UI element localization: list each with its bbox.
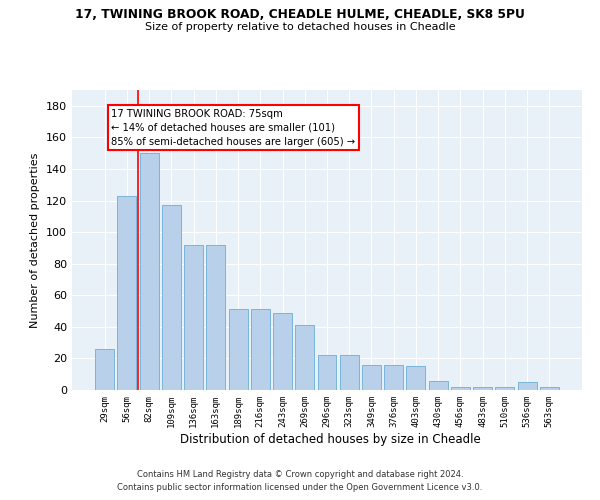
Bar <box>140 153 158 390</box>
Bar <box>229 310 248 390</box>
Text: Contains HM Land Registry data © Crown copyright and database right 2024.: Contains HM Land Registry data © Crown c… <box>137 470 463 479</box>
Text: Contains public sector information licensed under the Open Government Licence v3: Contains public sector information licen… <box>118 482 482 492</box>
Bar <box>317 356 337 390</box>
Bar <box>406 366 425 390</box>
Bar <box>518 382 536 390</box>
Bar <box>473 387 492 390</box>
Bar <box>95 349 114 390</box>
Bar <box>162 206 181 390</box>
Bar <box>184 244 203 390</box>
Bar <box>273 312 292 390</box>
Bar <box>384 364 403 390</box>
Bar <box>540 387 559 390</box>
Text: 17 TWINING BROOK ROAD: 75sqm
← 14% of detached houses are smaller (101)
85% of s: 17 TWINING BROOK ROAD: 75sqm ← 14% of de… <box>112 109 355 147</box>
Text: Distribution of detached houses by size in Cheadle: Distribution of detached houses by size … <box>179 432 481 446</box>
Text: Size of property relative to detached houses in Cheadle: Size of property relative to detached ho… <box>145 22 455 32</box>
Bar <box>340 356 359 390</box>
Bar <box>451 387 470 390</box>
Bar <box>496 387 514 390</box>
Bar <box>362 364 381 390</box>
Bar <box>429 380 448 390</box>
Y-axis label: Number of detached properties: Number of detached properties <box>31 152 40 328</box>
Text: 17, TWINING BROOK ROAD, CHEADLE HULME, CHEADLE, SK8 5PU: 17, TWINING BROOK ROAD, CHEADLE HULME, C… <box>75 8 525 20</box>
Bar <box>118 196 136 390</box>
Bar <box>206 244 225 390</box>
Bar <box>251 310 270 390</box>
Bar <box>295 326 314 390</box>
